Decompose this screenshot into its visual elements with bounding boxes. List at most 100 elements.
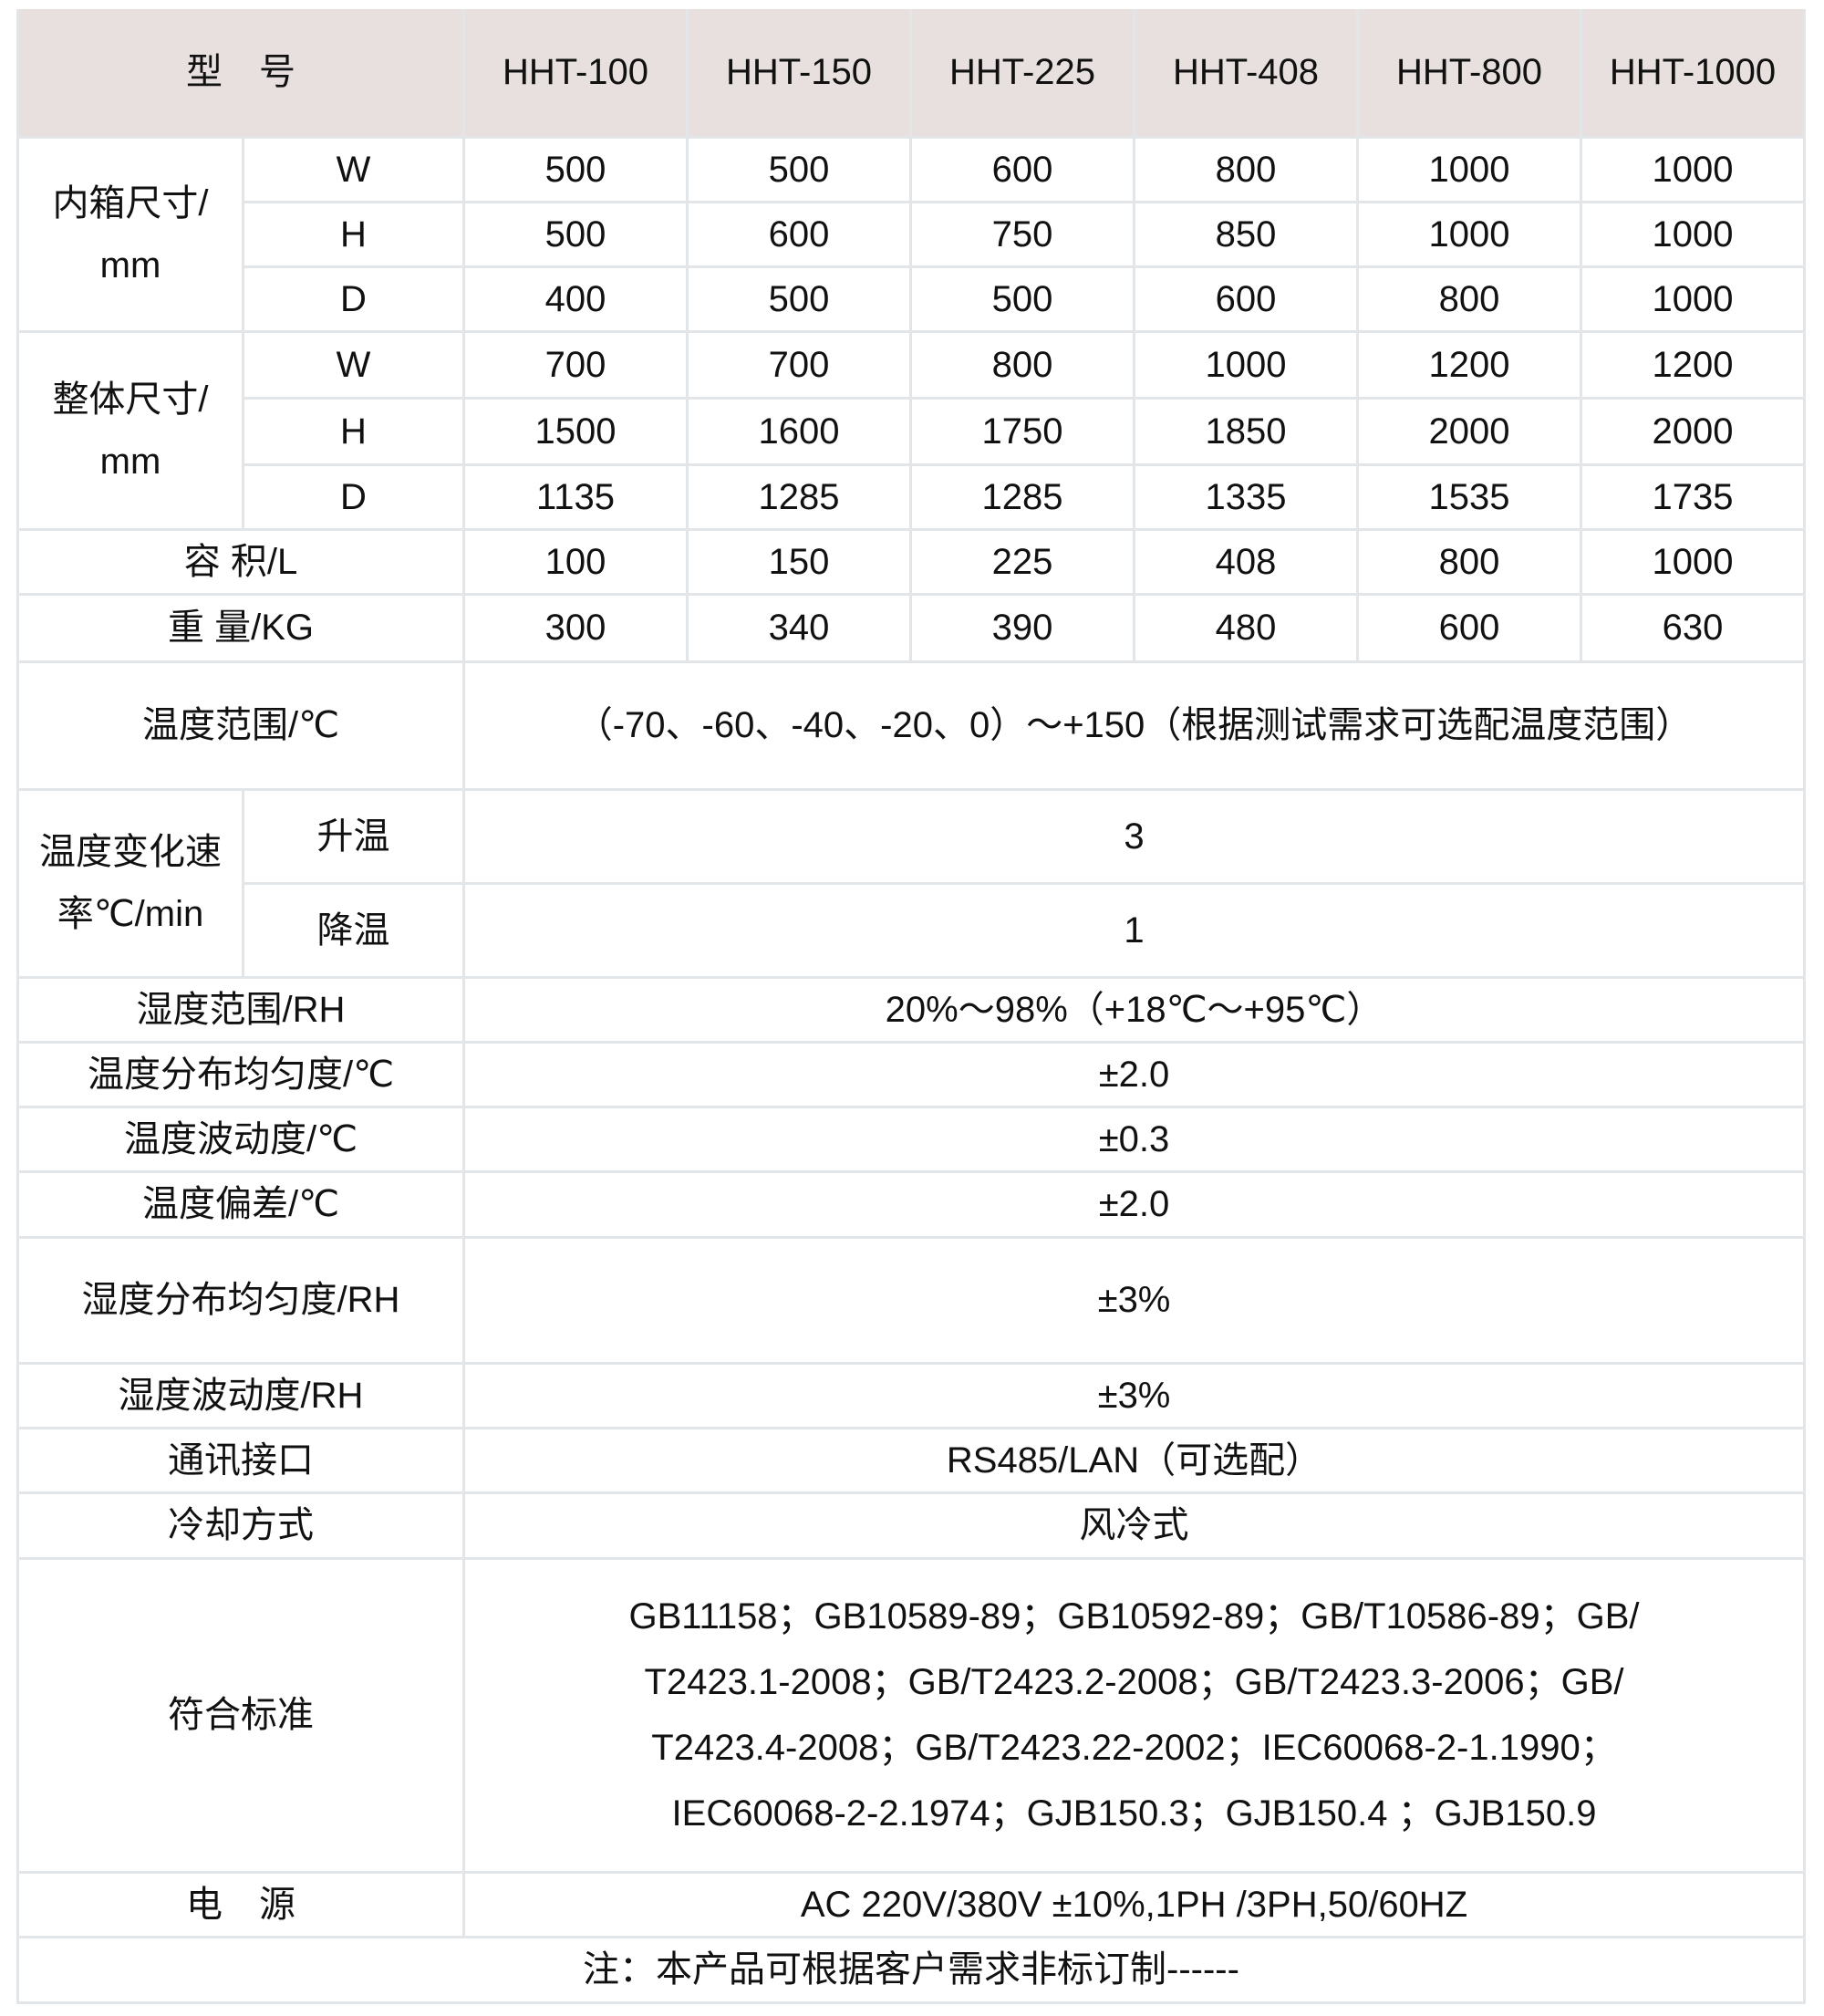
value-cell: 500: [909, 265, 1135, 333]
label-overall-size: 整体尺寸/ mm: [16, 329, 244, 531]
value-cell: 1000: [1580, 135, 1806, 203]
row-overall-h: H 1500 1600 1750 1850 2000 2000: [18, 396, 1806, 466]
value-cell: 1000: [1356, 135, 1582, 203]
value-humidity-range: 20%～98%（+18℃～+95℃）: [462, 975, 1806, 1044]
sublabel-inner-w: W: [242, 135, 465, 203]
value-cell: 600: [1356, 592, 1582, 663]
row-inner-h: H 500 600 750 850 1000 1000: [18, 200, 1806, 268]
value-temp-fluctuation: ±0.3: [462, 1105, 1806, 1173]
value-cell: 600: [909, 135, 1135, 203]
value-temp-deviation: ±2.0: [462, 1169, 1806, 1239]
value-cell: 500: [686, 265, 912, 333]
label-humi-fluctuation: 湿度波动度/RH: [16, 1361, 465, 1429]
row-humi-uniformity: 湿度分布均匀度/RH ±3%: [16, 1235, 1806, 1365]
label-cooling-method: 冷却方式: [16, 1491, 465, 1560]
header-model-label: 型 号: [16, 9, 465, 139]
label-standards: 符合标准: [16, 1556, 465, 1874]
row-temp-fluctuation: 温度波动度/℃ ±0.3: [16, 1105, 1806, 1173]
value-cell: 1000: [1133, 329, 1359, 400]
value-cell: 1135: [462, 462, 689, 531]
row-inner-d: D 400 500 500 600 800 1000: [18, 265, 1806, 333]
value-cell: 2000: [1580, 396, 1806, 466]
value-cell: 1000: [1356, 200, 1582, 268]
row-overall-d: D 1135 1285 1285 1335 1535 1735: [18, 462, 1806, 531]
header-model-hht-800: HHT-800: [1356, 9, 1582, 139]
value-cell: 408: [1133, 527, 1359, 596]
label-temp-fluctuation: 温度波动度/℃: [16, 1105, 465, 1173]
row-note: 注：本产品可根据客户需求非标订制------: [16, 1935, 1806, 2004]
label-humidity-range: 湿度范围/RH: [16, 975, 465, 1044]
label-comm-interface: 通讯接口: [16, 1426, 465, 1494]
value-cell: 1200: [1580, 329, 1806, 400]
value-cell: 600: [1133, 265, 1359, 333]
value-cell: 2000: [1356, 396, 1582, 466]
value-humi-uniformity: ±3%: [462, 1235, 1806, 1365]
row-temp-uniformity: 温度分布均匀度/℃ ±2.0: [16, 1040, 1806, 1108]
value-temp-uniformity: ±2.0: [462, 1040, 1806, 1108]
value-cell: 700: [462, 329, 689, 400]
value-cell: 1335: [1133, 462, 1359, 531]
label-temp-uniformity: 温度分布均匀度/℃: [16, 1040, 465, 1108]
sublabel-overall-d: D: [242, 462, 465, 531]
value-cell: 800: [1356, 527, 1582, 596]
value-cell: 800: [1356, 265, 1582, 333]
row-power: 电 源 AC 220V/380V ±10%,1PH /3PH,50/60HZ: [16, 1870, 1806, 1938]
value-cell: 1200: [1356, 329, 1582, 400]
value-cell: 300: [462, 592, 689, 663]
value-cell: 1850: [1133, 396, 1359, 466]
note-cell: 注：本产品可根据客户需求非标订制------: [16, 1935, 1806, 2004]
sublabel-inner-h: H: [242, 200, 465, 268]
row-humidity-range: 湿度范围/RH 20%～98%（+18℃～+95℃）: [16, 975, 1806, 1044]
header-model-hht-225: HHT-225: [909, 9, 1135, 139]
sublabel-overall-w: W: [242, 329, 465, 400]
label-power: 电 源: [16, 1870, 465, 1938]
header-model-hht-408: HHT-408: [1133, 9, 1359, 139]
header-row: 型 号 HHT-100 HHT-150 HHT-225 HHT-408 HHT-…: [16, 9, 1806, 139]
row-temp-range: 温度范围/℃ （-70、-60、-40、-20、0）～+150（根据测试需求可选…: [16, 660, 1806, 791]
row-comm: 通讯接口 RS485/LAN（可选配）: [16, 1426, 1806, 1494]
value-cell: 800: [909, 329, 1135, 400]
label-humi-uniformity: 湿度分布均匀度/RH: [16, 1235, 465, 1365]
label-volume: 容 积/L: [16, 527, 465, 596]
header-model-hht-150: HHT-150: [686, 9, 912, 139]
label-temp-deviation: 温度偏差/℃: [16, 1169, 465, 1239]
value-ramp-down: 1: [462, 881, 1806, 979]
value-cell: 100: [462, 527, 689, 596]
label-temp-range: 温度范围/℃: [16, 660, 465, 791]
value-cell: 1500: [462, 396, 689, 466]
value-cell: 1000: [1580, 200, 1806, 268]
sublabel-overall-h: H: [242, 396, 465, 466]
value-temp-range: （-70、-60、-40、-20、0）～+150（根据测试需求可选配温度范围）: [462, 660, 1806, 791]
value-cell: 1735: [1580, 462, 1806, 531]
value-cell: 225: [909, 527, 1135, 596]
value-cell: 1750: [909, 396, 1135, 466]
value-cell: 1285: [909, 462, 1135, 531]
header-model-hht-1000: HHT-1000: [1580, 9, 1806, 139]
sublabel-inner-d: D: [242, 265, 465, 333]
row-cooling: 冷却方式 风冷式: [16, 1491, 1806, 1560]
value-power: AC 220V/380V ±10%,1PH /3PH,50/60HZ: [462, 1870, 1806, 1938]
label-weight: 重 量/KG: [16, 592, 465, 663]
value-cell: 400: [462, 265, 689, 333]
row-inner-w: 内箱尺寸/ mm W 500 500 600 800 1000 1000: [16, 135, 1806, 333]
row-humi-fluctuation: 湿度波动度/RH ±3%: [16, 1361, 1806, 1429]
spec-table: 型 号 HHT-100 HHT-150 HHT-225 HHT-408 HHT-…: [16, 9, 1806, 2004]
value-cell: 500: [462, 200, 689, 268]
sublabel-ramp-down: 降温: [242, 881, 465, 979]
value-cell: 340: [686, 592, 912, 663]
row-ramp-down: 降温 1: [18, 881, 1806, 979]
row-volume: 容 积/L 100 150 225 408 800 1000: [16, 527, 1806, 596]
value-humi-fluctuation: ±3%: [462, 1361, 1806, 1429]
sublabel-ramp-up: 升温: [242, 787, 465, 885]
value-cell: 1000: [1580, 265, 1806, 333]
value-cell: 480: [1133, 592, 1359, 663]
row-temp-deviation: 温度偏差/℃ ±2.0: [16, 1169, 1806, 1239]
row-ramp-up: 温度变化速 率℃/min 升温 3: [16, 787, 1806, 979]
value-standards: GB11158；GB10589-89；GB10592-89；GB/T10586-…: [462, 1556, 1806, 1874]
value-cell: 1000: [1580, 527, 1806, 596]
header-model-hht-100: HHT-100: [462, 9, 689, 139]
value-cell: 500: [462, 135, 689, 203]
value-cooling-method: 风冷式: [462, 1491, 1806, 1560]
value-cell: 630: [1580, 592, 1806, 663]
value-cell: 1535: [1356, 462, 1582, 531]
